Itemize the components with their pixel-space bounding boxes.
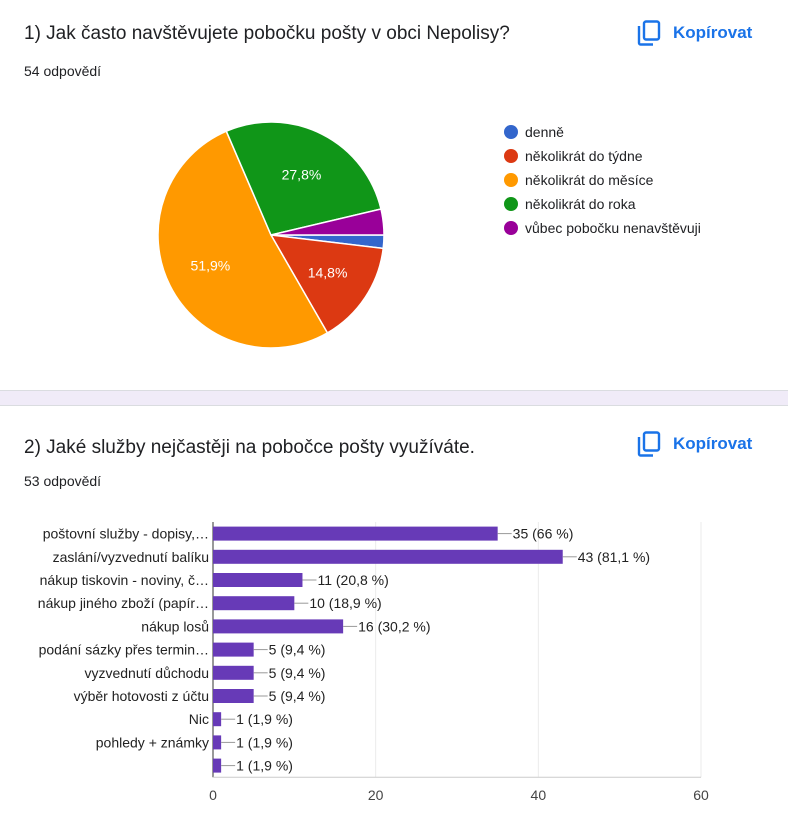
bar-chart: poštovní služby - dopisy,… 35 (66 %) zaslá… (38, 522, 709, 803)
pie-data-label: 51,9% (191, 257, 231, 273)
data-label: 1 (1,9 %) (236, 734, 293, 750)
legend-marker (504, 149, 518, 163)
copy-button[interactable]: Kopírovat (637, 428, 752, 460)
bar[interactable] (213, 735, 222, 750)
pie-slice-4[interactable] (270, 208, 385, 236)
x-tick-label: 20 (368, 787, 384, 803)
data-label: 35 (66 %) (513, 526, 574, 542)
bar[interactable] (213, 549, 563, 564)
bar[interactable] (213, 596, 295, 611)
legend-label: několikrát do měsíce (525, 172, 654, 188)
bar[interactable] (213, 689, 254, 703)
pie-slice-1[interactable] (269, 234, 385, 334)
data-label: 5 (9,4 %) (269, 642, 326, 658)
question-card-2: 2) Jaké služby nejčastěji na pobočce poš… (0, 406, 788, 835)
pie-slice-3[interactable] (225, 121, 382, 236)
bar[interactable] (213, 619, 344, 634)
legend-marker (504, 125, 518, 139)
x-tick-label: 0 (209, 787, 217, 803)
legend-marker (504, 221, 518, 235)
data-label: 5 (9,4 %) (269, 688, 326, 704)
pie-legend: denně několikrát do týdne několikrát do mě… (504, 120, 701, 240)
pie-chart: 14,8% 51,9% 27,8% (157, 121, 385, 349)
category-label: vyzvednutí důchodu (84, 665, 209, 681)
copy-icon (637, 431, 661, 457)
legend-label: vůbec pobočku nenavštěvuji (525, 220, 701, 236)
category-label: poštovní služby - dopisy,… (43, 526, 209, 542)
x-tick-label: 40 (531, 787, 547, 803)
bar[interactable] (213, 526, 498, 541)
response-count: 54 odpovědí (24, 63, 102, 79)
copy-icon (637, 20, 661, 46)
category-label: nákup losů (141, 618, 209, 634)
category-label: nákup tiskovin - noviny, č… (40, 572, 209, 588)
bar[interactable] (213, 642, 254, 657)
category-label: nákup jiného zboží (papír… (38, 595, 209, 611)
question-card-1: 1) Jak často navštěvujete pobočku pošty … (0, 0, 788, 390)
bar[interactable] (213, 665, 254, 680)
data-label: 11 (20,8 %) (317, 572, 388, 588)
legend-item: denně (504, 120, 701, 144)
legend-item: několikrát do týdne (504, 144, 701, 168)
data-label: 5 (9,4 %) (269, 665, 326, 681)
data-label: 1 (1,9 %) (236, 758, 293, 774)
section-separator (0, 390, 788, 406)
data-label: 10 (18,9 %) (309, 595, 381, 611)
x-tick-label: 60 (693, 787, 709, 803)
copy-button-label: Kopírovat (673, 23, 753, 42)
data-label: 43 (81,1 %) (578, 549, 650, 565)
legend-label: několikrát do roka (525, 196, 636, 212)
legend-marker (504, 197, 518, 211)
response-count: 53 odpovědí (24, 473, 102, 489)
legend-label: několikrát do týdne (525, 148, 643, 164)
category-label: výběr hotovosti z účtu (74, 688, 209, 704)
bar[interactable] (213, 758, 222, 773)
question-title: 2) Jaké služby nejčastěji na pobočce poš… (24, 437, 475, 458)
legend-item: vůbec pobočku nenavštěvuji (504, 216, 701, 240)
bar[interactable] (213, 712, 222, 727)
category-label: pohledy + známky (96, 734, 209, 750)
legend-marker (504, 173, 518, 187)
question-title: 1) Jak často navštěvujete pobočku pošty … (24, 23, 510, 44)
legend-item: několikrát do roka (504, 192, 701, 216)
legend-item: několikrát do měsíce (504, 168, 701, 192)
copy-button-label: Kopírovat (673, 434, 753, 453)
data-label: 16 (30,2 %) (358, 618, 430, 634)
copy-button[interactable]: Kopírovat (637, 17, 752, 49)
pie-data-label: 14,8% (308, 264, 348, 280)
category-label: zaslání/vyzvednutí balíku (53, 549, 209, 565)
pie-slice-2[interactable] (157, 130, 329, 349)
category-label: podání sázky přes termin… (39, 642, 209, 658)
data-label: 1 (1,9 %) (236, 711, 293, 727)
category-label: Nic (189, 711, 209, 727)
bar[interactable] (213, 573, 303, 587)
legend-label: denně (525, 124, 564, 140)
pie-data-label: 27,8% (282, 166, 322, 182)
